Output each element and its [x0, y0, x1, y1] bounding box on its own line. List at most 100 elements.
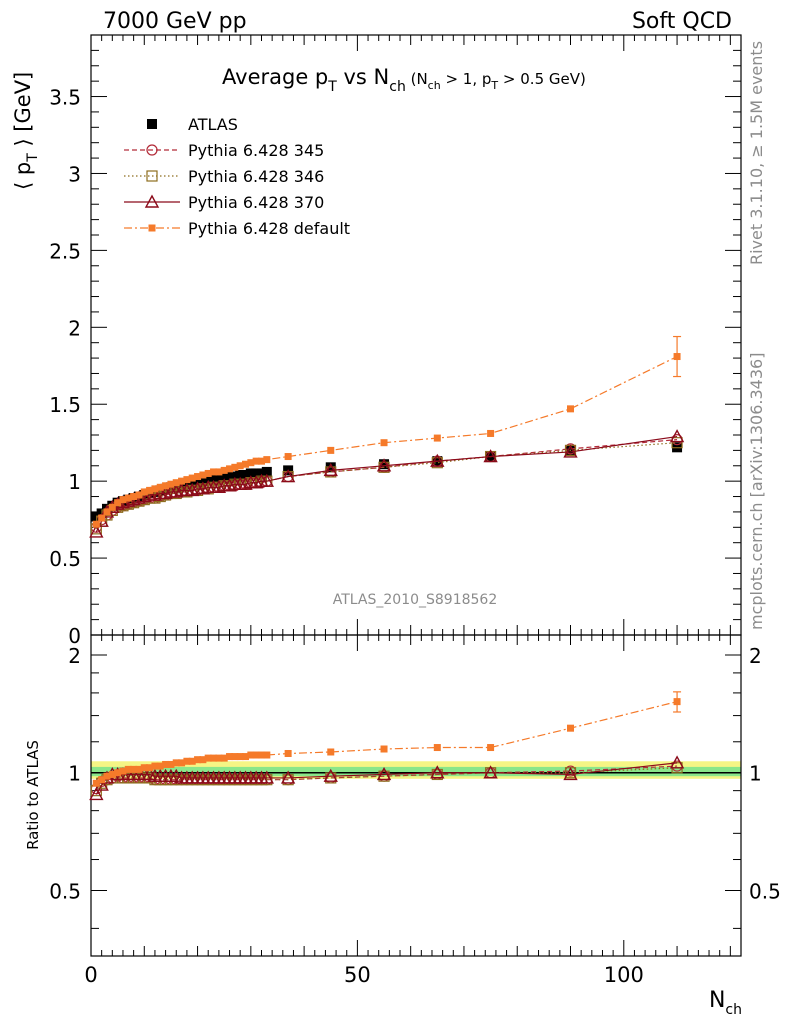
point-pythia-6-428-default — [673, 353, 681, 361]
point-pythia-6-428-default — [124, 494, 132, 502]
point-pythia-6-428-370 — [222, 478, 237, 492]
point-pythia-6-428-370 — [185, 482, 200, 497]
point-pythia-6-428-default — [231, 463, 239, 471]
ratio-point-pythia-6-428-370 — [483, 765, 498, 779]
point-pythia-6-428-default — [236, 462, 244, 470]
ratio-point-pythia-6-428-370 — [563, 766, 578, 781]
point-atlas — [224, 471, 235, 482]
point-pythia-6-428-default — [135, 491, 143, 499]
point-pythia-6-428-default — [433, 434, 441, 442]
point-pythia-6-428-370 — [169, 484, 184, 498]
point-atlas — [245, 468, 256, 479]
ratio-y-tick-label-left: 2 — [68, 644, 81, 668]
ratio-point-pythia-6-428-default — [92, 779, 100, 787]
point-atlas — [219, 473, 230, 484]
main-y-tick-label: 3.5 — [49, 86, 81, 110]
ratio-point-pythia-6-428-default — [98, 776, 106, 784]
point-pythia-6-428-370 — [376, 458, 392, 472]
ratio-point-pythia-6-428-default — [114, 769, 122, 777]
point-pythia-6-428-default — [210, 468, 218, 476]
ratio-point-pythia-6-428-default — [487, 744, 495, 752]
point-atlas — [261, 466, 272, 477]
mcplots-label: mcplots.cern.ch [arXiv:1306.3436] — [747, 353, 766, 630]
point-pythia-6-428-default — [567, 405, 575, 413]
point-atlas — [251, 468, 262, 479]
x-tick-label: 50 — [344, 963, 371, 987]
point-pythia-6-428-default — [226, 465, 234, 473]
point-atlas — [213, 473, 224, 484]
legend-label-atlas: ATLAS — [188, 115, 238, 134]
point-pythia-6-428-default — [188, 474, 196, 482]
point-pythia-6-428-default — [284, 453, 292, 461]
ratio-point-pythia-6-428-default — [226, 753, 234, 761]
main-y-tick-label: 3 — [68, 162, 81, 186]
ratio-point-pythia-6-428-default — [263, 751, 271, 759]
ratio-series-group — [89, 691, 685, 801]
ratio-point-pythia-6-428-default — [199, 756, 207, 764]
ratio-point-pythia-6-428-default — [119, 767, 127, 775]
point-pythia-6-428-default — [487, 429, 495, 437]
ratio-plot-frame — [90, 634, 742, 957]
ratio-y-tick-label-left: 0.5 — [49, 879, 81, 903]
ratio-point-pythia-6-428-370 — [280, 770, 296, 784]
point-pythia-6-428-346 — [671, 437, 683, 449]
main-y-tick-label: 2 — [68, 316, 81, 340]
point-pythia-6-428-default — [215, 468, 223, 476]
point-pythia-6-428-370 — [195, 481, 211, 495]
ratio-point-pythia-6-428-370 — [259, 770, 274, 784]
ratio-point-pythia-6-428-default — [188, 757, 196, 765]
legend: ATLAS Pythia 6.428 345 Pythia 6.428 346 Pyt… — [124, 115, 350, 238]
legend-marker-pythia-6-428-default — [148, 224, 156, 232]
header-left: 7000 GeV pp — [103, 9, 247, 34]
chart-title: Average pT vs Nch (Nch > 1, pT > 0.5 GeV… — [222, 65, 586, 95]
ratio-point-pythia-6-428-default — [327, 748, 335, 756]
main-y-axis-label: ⟨ pT ⟩ [GeV] — [11, 72, 41, 190]
ratio-point-pythia-6-428-default — [433, 744, 441, 752]
point-pythia-6-428-370 — [483, 449, 498, 463]
ratio-point-pythia-6-428-default — [242, 753, 250, 761]
point-pythia-6-428-346 — [325, 466, 337, 478]
ratio-point-pythia-6-428-370 — [376, 766, 392, 781]
point-atlas — [203, 474, 214, 485]
ratio-point-pythia-6-428-default — [210, 754, 218, 762]
ratio-point-pythia-6-428-default — [151, 762, 159, 770]
ratio-point-pythia-6-428-default — [673, 698, 681, 706]
point-pythia-6-428-default — [167, 480, 175, 488]
legend-marker-pythia-6-428-370 — [144, 194, 160, 208]
point-atlas — [240, 470, 251, 480]
ratio-point-pythia-6-428-default — [194, 756, 202, 764]
point-atlas — [208, 474, 219, 485]
point-atlas — [235, 470, 246, 480]
ratio-point-pythia-6-428-370 — [89, 787, 104, 801]
point-pythia-6-428-default — [247, 459, 255, 467]
ratio-point-pythia-6-428-default — [178, 759, 186, 767]
main-y-tick-label: 2.5 — [49, 239, 81, 263]
main-y-tick-label: 0 — [68, 624, 81, 648]
point-pythia-6-428-default — [98, 514, 106, 522]
legend-marker-pythia-6-428-346 — [146, 170, 158, 182]
ratio-point-pythia-6-428-default — [284, 749, 292, 757]
point-pythia-6-428-default — [151, 485, 159, 493]
point-pythia-6-428-default — [204, 469, 212, 477]
point-atlas — [197, 476, 208, 487]
ratio-point-pythia-6-428-default — [257, 751, 265, 759]
ratio-point-pythia-6-428-default — [380, 745, 388, 753]
point-pythia-6-428-default — [263, 456, 271, 464]
ratio-y-tick-label-right: 2 — [749, 644, 762, 668]
ratio-point-pythia-6-428-default — [567, 724, 575, 732]
ratio-y-tick-label-right: 1 — [749, 762, 762, 786]
x-axis-label: Nch — [709, 988, 742, 1018]
point-pythia-6-428-default — [92, 520, 100, 528]
ratio-point-pythia-6-428-default — [140, 764, 148, 772]
point-atlas — [379, 459, 390, 470]
ratio-line-pythia-6-428-346 — [95, 767, 678, 791]
point-pythia-6-428-default — [183, 476, 191, 484]
ratio-point-pythia-6-428-default — [183, 757, 191, 765]
x-tick-label: 0 — [84, 963, 97, 987]
ratio-point-pythia-6-428-default — [135, 765, 143, 773]
main-y-tick-label: 1.5 — [49, 393, 81, 417]
ratio-point-pythia-6-428-default — [204, 754, 212, 762]
point-pythia-6-428-346 — [431, 457, 443, 469]
main-y-tick-label: 1 — [68, 470, 81, 494]
point-pythia-6-428-default — [146, 486, 154, 494]
